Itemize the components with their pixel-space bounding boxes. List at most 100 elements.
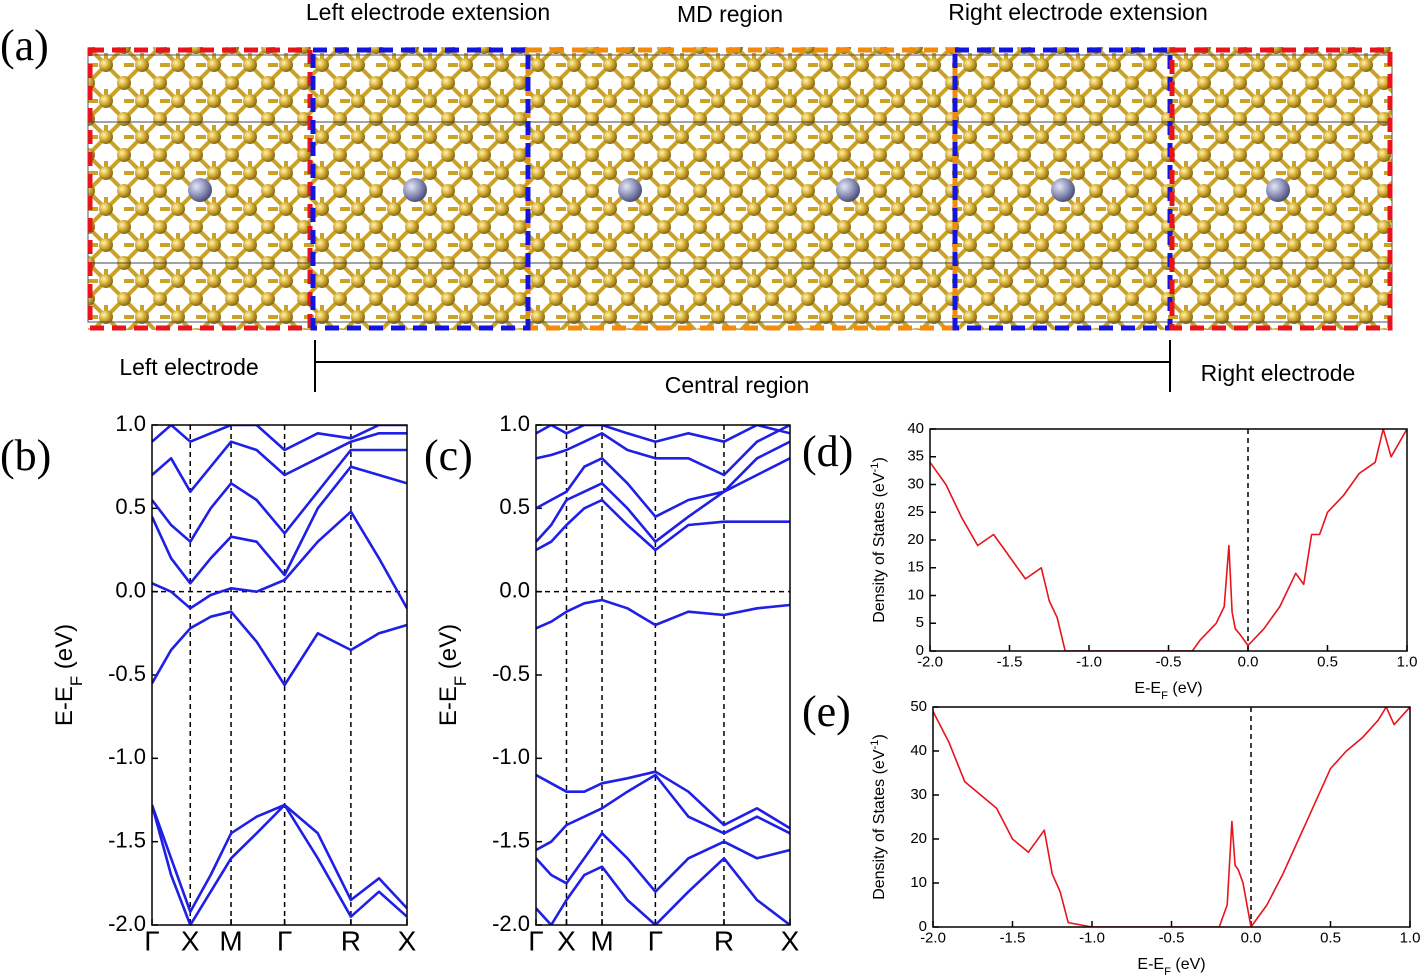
x-tick-label: -0.5	[1159, 929, 1185, 946]
dopant-atom	[836, 178, 860, 202]
data-line	[152, 803, 407, 913]
x-tick-label: 0.5	[1317, 653, 1338, 670]
dopant-atom	[1266, 178, 1290, 202]
y-tick-label: 0.5	[115, 494, 146, 519]
data-line	[536, 598, 790, 630]
y-tick-label: 30	[907, 475, 924, 492]
x-tick-label: M	[590, 925, 613, 956]
structure-panel: (a) Left electrode extension MD region R…	[0, 0, 1393, 398]
chart: (e) 0 10 20 30 40 50 -2.0 -1.5 -1.0 -0.5 0.0 0.5 1.0 D…	[802, 687, 1420, 977]
data-line	[536, 498, 790, 552]
x-tick-label: 0.0	[1241, 929, 1262, 946]
x-tick-label: -1.5	[1000, 929, 1026, 946]
plot-frame	[535, 424, 791, 926]
region-label: Right electrode extension	[948, 0, 1208, 25]
y-tick-label: 50	[910, 698, 927, 715]
region-box	[310, 47, 531, 331]
plot-frame	[932, 706, 1411, 928]
y-tick-label: -1.5	[108, 827, 146, 852]
y-tick-label: 10	[907, 586, 924, 603]
axis-title-part: )	[871, 734, 888, 739]
y-tick-label: -0.5	[108, 661, 146, 686]
panel-label: (d)	[802, 427, 853, 476]
region-label: Left electrode	[119, 354, 258, 380]
plot-frame	[929, 428, 1408, 652]
x-tick-label: -2.0	[917, 653, 943, 670]
data-line	[930, 429, 1407, 651]
lattice	[88, 47, 1392, 330]
data-line	[536, 425, 790, 477]
axis-title: E-EF (eV)	[51, 624, 86, 726]
y-tick-label: 5	[916, 614, 924, 631]
x-tick-label: Γ	[648, 925, 663, 956]
data-line	[152, 425, 407, 452]
dopants	[188, 178, 1290, 202]
x-tick-label: 0.0	[1238, 653, 1259, 670]
axis-title: Density of States (eV-1)	[869, 734, 888, 900]
panel-label: (c)	[424, 431, 473, 480]
y-tick-label: -1.0	[492, 744, 530, 769]
axis-title-part: (eV)	[435, 624, 462, 676]
axis-title-part: Density of States (eV	[871, 472, 888, 623]
y-tick-label: 0.5	[499, 494, 530, 519]
x-tick-label: X	[181, 925, 200, 956]
y-tick-label: 0	[916, 642, 924, 659]
axis-title-part: E-E	[1134, 680, 1161, 697]
x-tick-label: X	[398, 925, 417, 956]
x-tick-label: -0.5	[1156, 653, 1182, 670]
axis-title-part: E-E	[51, 686, 78, 726]
y-tick-label: 1.0	[115, 411, 146, 436]
y-tick-label: -2.0	[108, 911, 146, 936]
y-tick-label: -2.0	[492, 911, 530, 936]
dopant-atom	[1051, 178, 1075, 202]
axis-title-part: (eV)	[51, 624, 78, 676]
axis-title-part: F	[1161, 690, 1168, 702]
x-tick-label: X	[781, 925, 800, 956]
data-line	[152, 465, 407, 585]
data-line	[152, 448, 407, 543]
chart: (c)1.00.50.0-0.5-1.0-1.5-2.0Γ X M Γ R XE-EF (…	[424, 411, 800, 957]
data-line	[536, 457, 790, 543]
y-tick-label: 1.0	[499, 411, 530, 436]
axis-title-part: (eV)	[1168, 680, 1203, 697]
axis-title-part: -1	[869, 740, 881, 750]
y-tick-label: 25	[907, 503, 924, 520]
axis-title-part: (eV)	[1171, 956, 1206, 973]
y-tick-label: -1.0	[108, 744, 146, 769]
region-label: MD region	[677, 1, 783, 27]
data-line	[536, 770, 790, 830]
y-tick-label: -0.5	[492, 661, 530, 686]
data-line	[536, 832, 790, 893]
axis-title-part: E-E	[1137, 956, 1164, 973]
region-label: Right electrode	[1201, 360, 1356, 386]
y-tick-label: 35	[907, 448, 924, 465]
panel-label: (a)	[0, 21, 49, 70]
axis-title: E-EF (eV)	[1134, 680, 1202, 702]
x-tick-label: X	[557, 925, 576, 956]
y-tick-label: 40	[910, 742, 927, 759]
axis-title-part: F	[1164, 966, 1171, 977]
data-line	[152, 803, 407, 925]
data-line	[536, 773, 790, 852]
panel-label: (e)	[802, 687, 851, 736]
region-label: Left electrode extension	[306, 0, 550, 25]
x-tick-label: Γ	[528, 925, 543, 956]
chart: (d) 0 5 10 15 20 25 30 35 40 -2.0 -1.5 -1.0 -0.5 0.0 0.…	[802, 420, 1417, 702]
x-tick-label: -1.0	[1079, 929, 1105, 946]
panel-label: (b)	[0, 431, 51, 480]
y-tick-label: 10	[910, 874, 927, 891]
x-tick-label: R	[714, 925, 734, 956]
x-tick-label: -1.0	[1076, 653, 1102, 670]
x-tick-label: 1.0	[1397, 653, 1418, 670]
axis-title: E-EF (eV)	[435, 624, 470, 726]
axis-title-part: )	[871, 457, 888, 462]
y-tick-label: 0.0	[115, 577, 146, 602]
x-tick-label: M	[219, 925, 242, 956]
x-tick-label: Γ	[277, 925, 292, 956]
central-bracket	[314, 340, 1171, 392]
x-tick-label: 1.0	[1400, 929, 1421, 946]
y-tick-label: 15	[907, 559, 924, 576]
axis-title-part: -1	[869, 463, 881, 473]
axis-title-part: F	[451, 676, 470, 686]
